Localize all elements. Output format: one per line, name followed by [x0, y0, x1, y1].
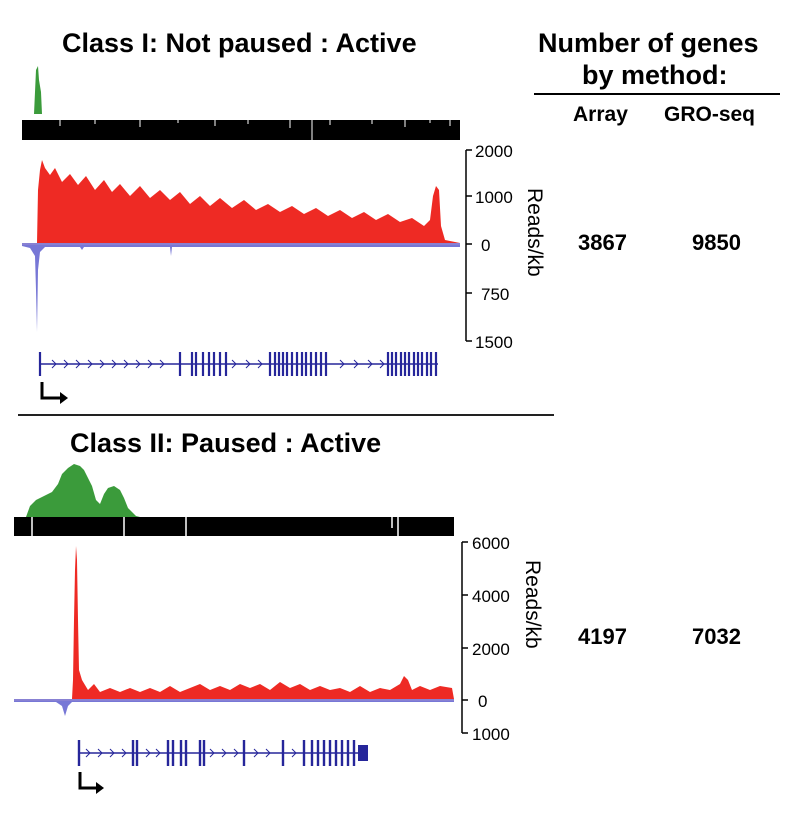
class1-tss-arrow-icon [40, 382, 62, 400]
class1-sense-reads [37, 160, 460, 243]
class2-array-count: 4197 [578, 624, 627, 649]
class2-tss-arrowhead-icon [96, 782, 104, 794]
class1-gene-chevrons [51, 359, 385, 369]
method-header-line1: Number of genes [538, 28, 759, 58]
class2-tss-arrow-icon [78, 772, 98, 790]
method-header-line2: by method: [582, 60, 728, 90]
class2-antisense-reads [14, 699, 454, 716]
class1-array-count: 3867 [578, 230, 627, 255]
class1-conservation-track [22, 120, 460, 140]
class1-tick-zero: 0 [481, 236, 490, 255]
array-column-header: Array [573, 103, 628, 126]
groseq-column-header: GRO-seq [664, 103, 756, 126]
class1-tick-top: 2000 [475, 142, 513, 161]
class2-tick-bottom: 1000 [472, 725, 510, 744]
class1-axis-label: Reads/kb [523, 188, 546, 277]
class2-gene-exons [77, 740, 356, 766]
class2-tick-mid: 2000 [472, 640, 510, 659]
class1-axis-ticks [466, 149, 472, 342]
class2-gene-chevrons [85, 748, 297, 758]
class1-tick-lower-mid: 750 [481, 285, 509, 304]
class1-gene-exons [38, 352, 438, 376]
class2-chip-peaks [26, 464, 140, 517]
class1-tick-upper-mid: 1000 [475, 188, 513, 207]
class2-sense-reads [72, 546, 454, 699]
class1-conservation-ticks [59, 120, 451, 140]
class2-conservation-track [14, 517, 454, 536]
class1-groseq-count: 9850 [692, 230, 741, 255]
class2-title: Class II: Paused : Active [70, 428, 382, 458]
class2-axis-ticks [462, 541, 468, 734]
class2-groseq-count: 7032 [692, 624, 741, 649]
class1-chip-peak [34, 66, 42, 114]
class2-conservation-gaps [31, 517, 399, 536]
class2-tick-zero: 0 [478, 692, 487, 711]
class1-title: Class I: Not paused : Active [62, 28, 417, 58]
class2-tick-upper-mid: 4000 [472, 587, 510, 606]
class2-gene-utr [358, 745, 368, 761]
class2-tick-top: 6000 [472, 534, 510, 553]
panel-separator [18, 414, 554, 416]
class1-tick-bottom: 1500 [475, 333, 513, 352]
method-header-rule [534, 93, 780, 95]
class2-axis-label: Reads/kb [521, 560, 544, 649]
class1-tss-arrowhead-icon [60, 392, 68, 404]
